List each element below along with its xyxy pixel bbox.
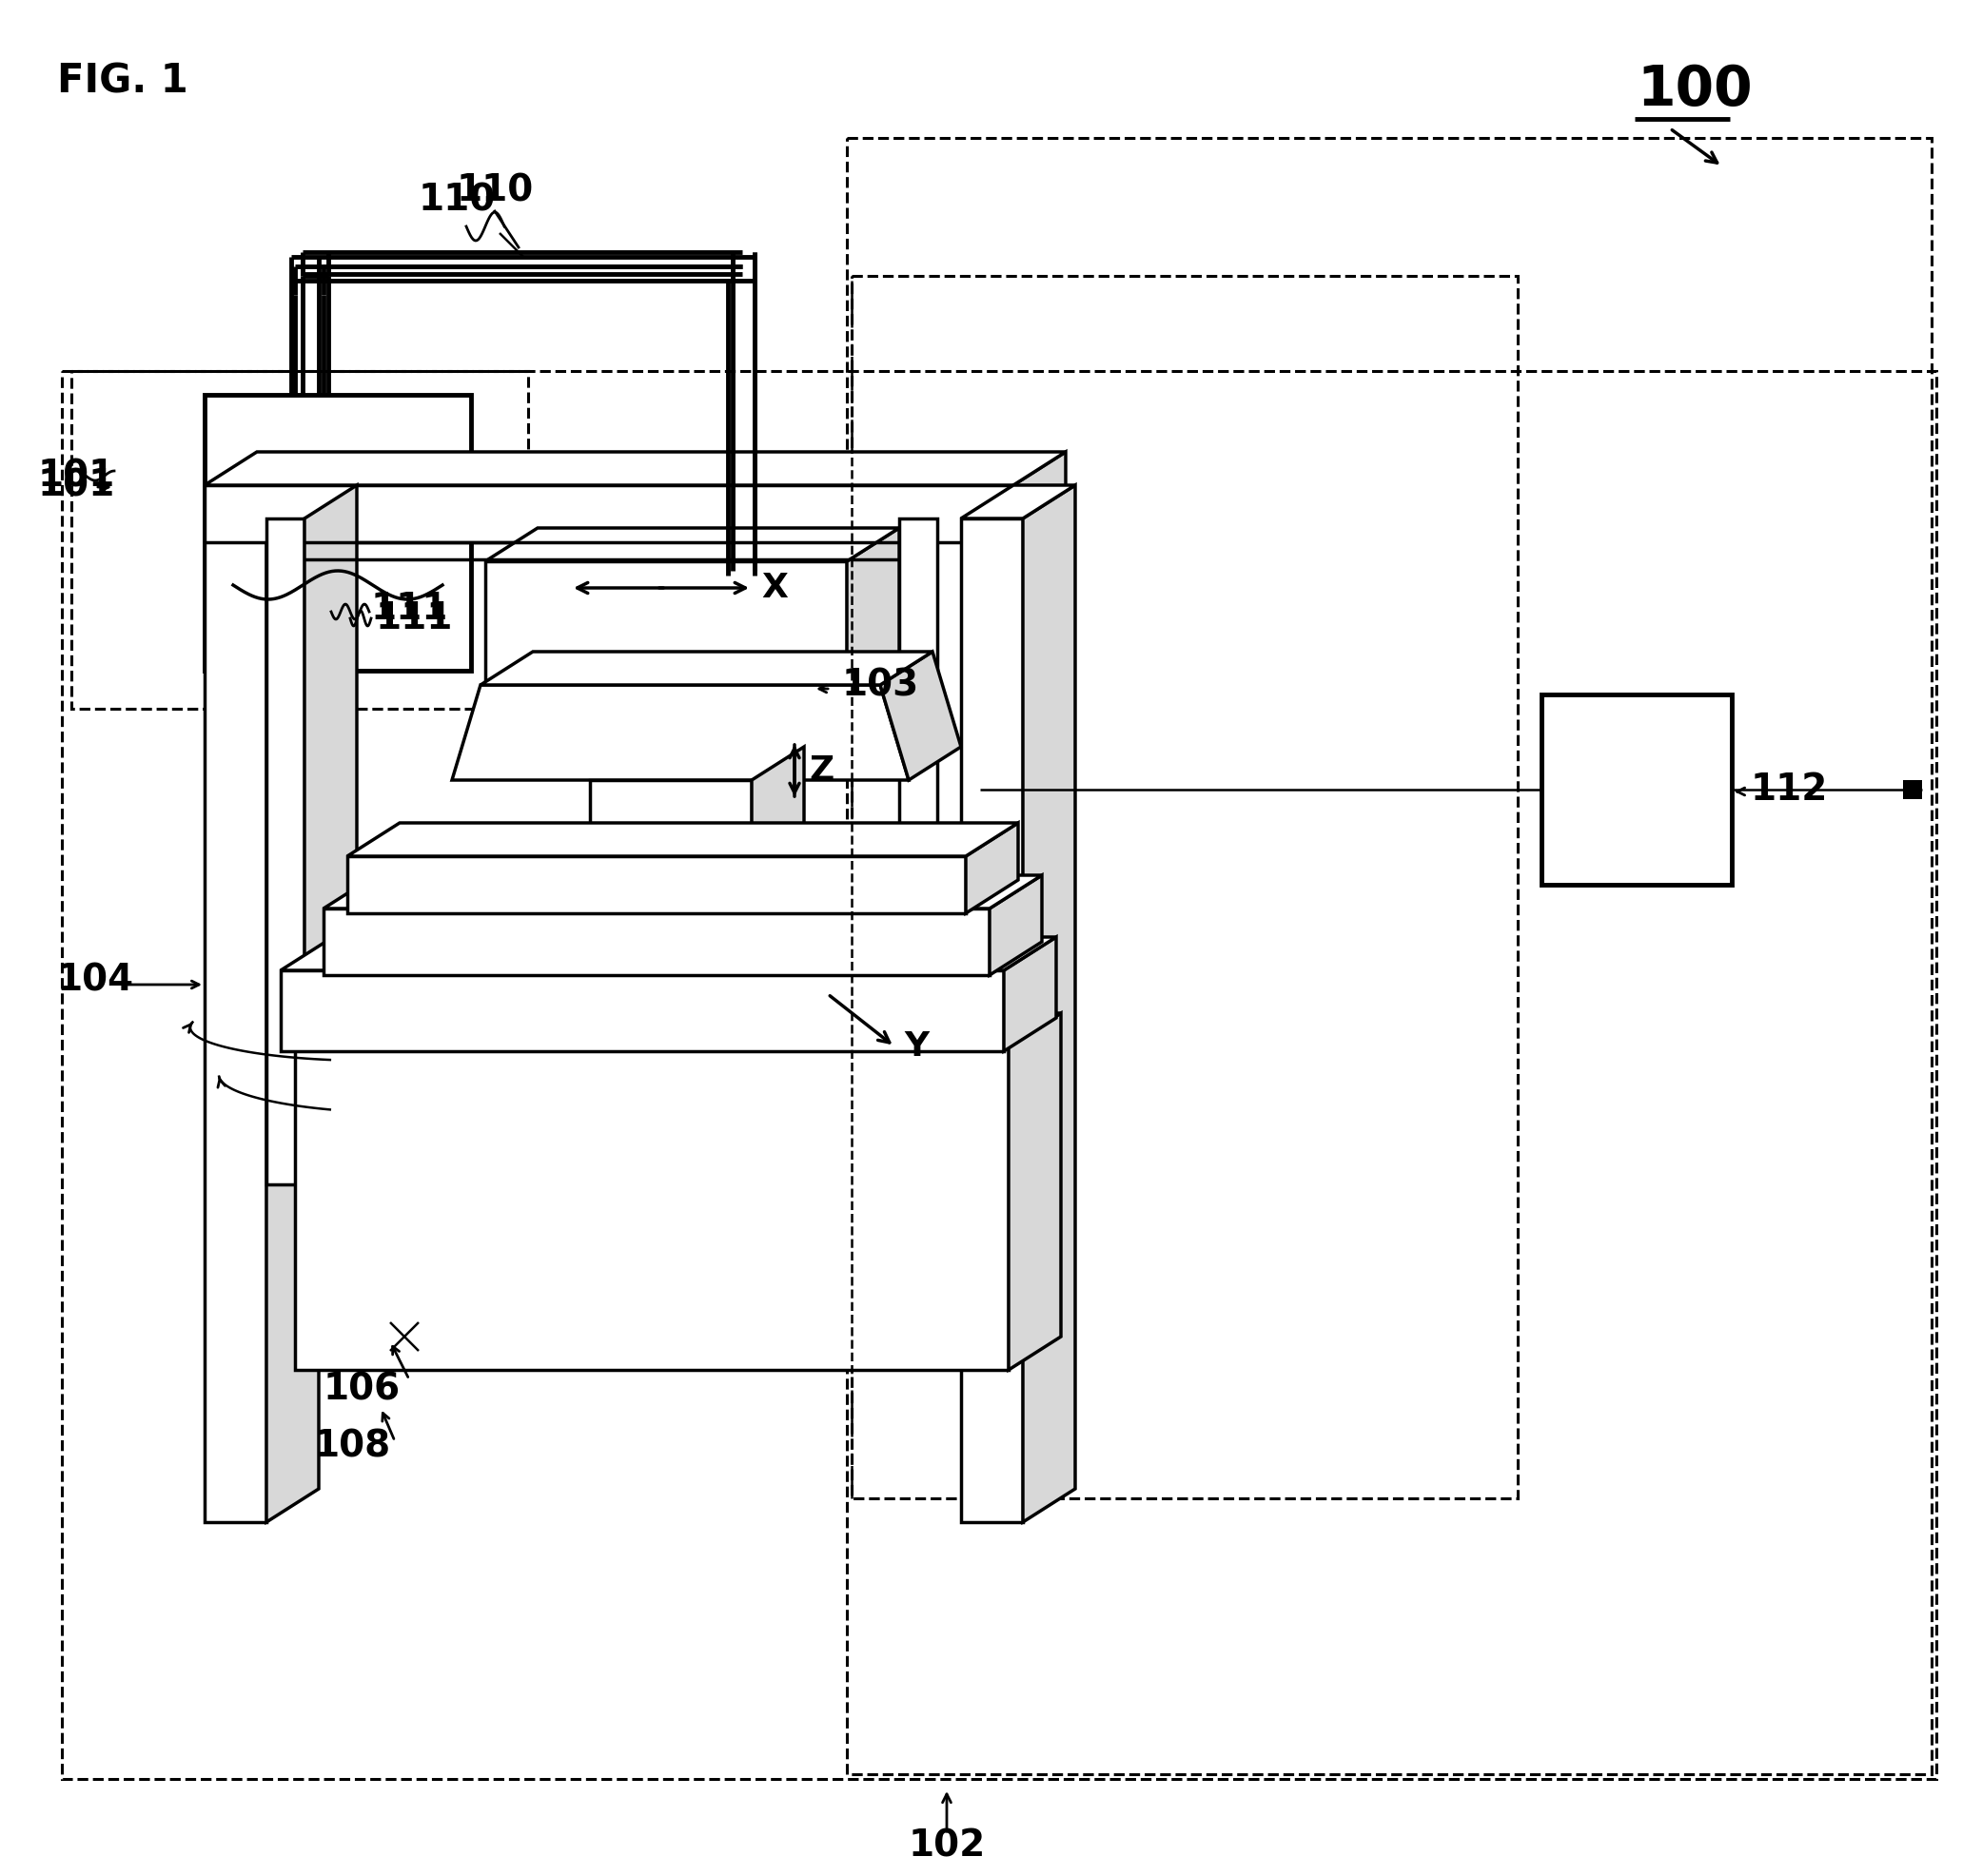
Polygon shape [486, 527, 900, 561]
Polygon shape [989, 876, 1043, 976]
Polygon shape [900, 518, 937, 1184]
Polygon shape [204, 518, 266, 1521]
Polygon shape [295, 1047, 1009, 1369]
Bar [61, 371, 1936, 1778]
Text: 101: 101 [38, 458, 115, 493]
Polygon shape [880, 651, 961, 780]
Text: 111: 111 [371, 591, 448, 627]
Polygon shape [965, 824, 1019, 914]
Bar [852, 276, 1518, 1499]
Polygon shape [347, 855, 965, 914]
Polygon shape [486, 561, 846, 685]
Text: 102: 102 [908, 1827, 985, 1863]
Polygon shape [1023, 486, 1074, 1521]
Polygon shape [281, 936, 1056, 970]
Text: 111: 111 [377, 600, 454, 636]
Bar [846, 139, 1932, 1775]
Text: 112: 112 [1750, 771, 1827, 809]
Polygon shape [204, 452, 1066, 486]
Polygon shape [452, 685, 908, 780]
Polygon shape [1003, 936, 1056, 1051]
Polygon shape [1013, 452, 1066, 542]
Text: 101: 101 [38, 467, 115, 503]
Polygon shape [480, 651, 932, 685]
Bar [204, 394, 472, 672]
Polygon shape [204, 486, 1013, 542]
Polygon shape [961, 486, 1074, 518]
Polygon shape [323, 908, 989, 976]
Polygon shape [266, 518, 305, 1184]
Bar [71, 371, 527, 709]
Text: 103: 103 [842, 666, 920, 704]
Polygon shape [204, 486, 319, 518]
Text: 110: 110 [456, 173, 533, 208]
Text: 108: 108 [313, 1428, 390, 1463]
Polygon shape [1009, 1013, 1060, 1369]
Text: Y: Y [904, 1030, 930, 1062]
Text: 110: 110 [418, 182, 496, 218]
Text: FIG. 1: FIG. 1 [57, 60, 188, 101]
Text: 104: 104 [57, 962, 135, 998]
Polygon shape [591, 780, 751, 865]
Polygon shape [295, 1013, 1060, 1047]
Polygon shape [305, 486, 357, 1184]
Polygon shape [347, 824, 1019, 855]
Polygon shape [751, 747, 805, 865]
Text: X: X [761, 572, 787, 604]
Polygon shape [281, 970, 1003, 1051]
Polygon shape [961, 518, 1023, 1521]
Text: 100: 100 [1637, 64, 1752, 118]
Text: 106: 106 [323, 1371, 400, 1407]
Polygon shape [846, 527, 900, 685]
Polygon shape [266, 486, 319, 1521]
Polygon shape [323, 876, 1043, 908]
Bar [1542, 694, 1732, 885]
Text: Z: Z [809, 754, 834, 786]
Bar [1903, 780, 1923, 799]
